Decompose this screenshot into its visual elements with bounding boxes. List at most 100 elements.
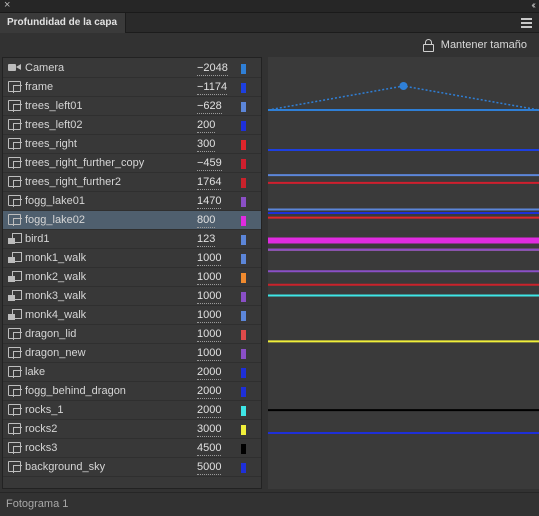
layer-depth-value[interactable]: 1000 xyxy=(197,347,222,361)
layer-depth-value[interactable]: −628 xyxy=(197,100,222,114)
layer-color-swatch[interactable] xyxy=(241,83,246,93)
layer-icon xyxy=(8,442,22,454)
layer-color-swatch[interactable] xyxy=(241,64,246,74)
layer-row[interactable]: background_sky 5000 xyxy=(3,458,261,477)
layer-row[interactable]: rocks_1 2000 xyxy=(3,401,261,420)
layer-depth-value[interactable]: 5000 xyxy=(197,461,222,475)
layer-row[interactable]: monk2_walk 1000 xyxy=(3,268,261,287)
layer-name: background_sky xyxy=(25,461,106,473)
layer-row[interactable]: monk1_walk 1000 xyxy=(3,249,261,268)
layer-depth-value[interactable]: 2000 xyxy=(197,366,222,380)
layer-depth-value[interactable]: 1000 xyxy=(197,290,222,304)
layer-icon xyxy=(8,423,22,435)
layer-depth-value[interactable]: −2048 xyxy=(197,62,228,76)
layer-color-swatch[interactable] xyxy=(241,254,246,264)
layer-depth-value[interactable]: 300 xyxy=(197,138,216,152)
camera-handle[interactable] xyxy=(399,82,408,90)
layer-row[interactable]: trees_right 300 xyxy=(3,135,261,154)
layer-row[interactable]: fogg_behind_dragon 2000 xyxy=(3,382,261,401)
guided-layer-icon xyxy=(8,233,22,244)
layer-name: trees_right_further2 xyxy=(25,176,121,188)
layer-depth-value[interactable]: 2000 xyxy=(197,404,222,418)
layer-color-swatch[interactable] xyxy=(241,387,246,397)
layer-depth-value[interactable]: 1000 xyxy=(197,328,222,342)
layer-depth-value[interactable]: 800 xyxy=(197,214,216,228)
layer-color-swatch[interactable] xyxy=(241,330,246,340)
layer-color-swatch[interactable] xyxy=(241,197,246,207)
layer-color-swatch[interactable] xyxy=(241,311,246,321)
layer-depth-value[interactable]: −1174 xyxy=(197,81,228,95)
depth-graph[interactable] xyxy=(268,57,539,489)
collapse-panel-icon[interactable]: ‹‹ xyxy=(531,0,535,11)
layer-color-swatch[interactable] xyxy=(241,349,246,359)
layer-depth-value[interactable]: 123 xyxy=(197,233,216,247)
layer-depth-value[interactable]: 2000 xyxy=(197,385,222,399)
layer-name: rocks3 xyxy=(25,442,58,454)
layer-row[interactable]: fogg_lake02 800 xyxy=(3,211,261,230)
guided-layer-icon xyxy=(8,252,22,263)
layer-row[interactable]: bird1 123 xyxy=(3,230,261,249)
layer-row[interactable]: fogg_lake01 1470 xyxy=(3,192,261,211)
layer-depth-value[interactable]: 200 xyxy=(197,119,216,133)
tab-layer-depth[interactable]: Profundidad de la capa xyxy=(0,13,126,33)
layer-row[interactable]: monk4_walk 1000 xyxy=(3,306,261,325)
layer-name: fogg_lake02 xyxy=(25,214,85,226)
layer-color-swatch[interactable] xyxy=(241,140,246,150)
layer-icon xyxy=(8,347,22,359)
layer-color-swatch[interactable] xyxy=(241,406,246,416)
layer-depth-value[interactable]: 1764 xyxy=(197,176,222,190)
layer-depth-value[interactable]: 1000 xyxy=(197,252,222,266)
layer-color-swatch[interactable] xyxy=(241,235,246,245)
layer-color-swatch[interactable] xyxy=(241,273,246,283)
layer-row[interactable]: monk3_walk 1000 xyxy=(3,287,261,306)
layer-color-swatch[interactable] xyxy=(241,444,246,454)
close-panel-icon[interactable]: × xyxy=(4,0,11,11)
layer-color-swatch[interactable] xyxy=(241,102,246,112)
layer-icon xyxy=(8,366,22,378)
layer-color-swatch[interactable] xyxy=(241,121,246,131)
layer-row[interactable]: dragon_lid 1000 xyxy=(3,325,261,344)
layer-row[interactable]: trees_right_further2 1764 xyxy=(3,173,261,192)
layer-icon xyxy=(8,138,22,150)
panel-menu-icon[interactable] xyxy=(521,18,532,28)
layer-row[interactable]: frame −1174 xyxy=(3,78,261,97)
layer-color-swatch[interactable] xyxy=(241,425,246,435)
layer-color-swatch[interactable] xyxy=(241,178,246,188)
layer-icon xyxy=(8,385,22,397)
layer-color-swatch[interactable] xyxy=(241,368,246,378)
layer-color-swatch[interactable] xyxy=(241,463,246,473)
layer-depth-value[interactable]: −459 xyxy=(197,157,222,171)
layer-row[interactable]: lake 2000 xyxy=(3,363,261,382)
guided-layer-icon xyxy=(8,271,22,282)
layer-icon xyxy=(8,328,22,340)
keep-size-toggle[interactable]: Mantener tamaño xyxy=(422,37,527,53)
status-bar: Fotograma 1 xyxy=(0,492,539,516)
lock-icon xyxy=(422,38,434,52)
layer-row[interactable]: rocks3 4500 xyxy=(3,439,261,458)
layer-icon xyxy=(8,100,22,112)
layer-depth-value[interactable]: 1000 xyxy=(197,309,222,323)
layer-icon xyxy=(8,176,22,188)
layer-depth-value[interactable]: 3000 xyxy=(197,423,222,437)
layer-icon xyxy=(8,119,22,131)
layer-row[interactable]: rocks2 3000 xyxy=(3,420,261,439)
layer-icon xyxy=(8,81,22,93)
layer-color-swatch[interactable] xyxy=(241,292,246,302)
layer-row[interactable]: trees_left02 200 xyxy=(3,116,261,135)
layer-row[interactable]: Camera −2048 xyxy=(3,59,261,78)
layer-name: monk1_walk xyxy=(25,252,87,264)
layer-name: dragon_new xyxy=(25,347,86,359)
depth-toolbar: Mantener tamaño xyxy=(0,34,539,56)
layer-color-swatch[interactable] xyxy=(241,216,246,226)
layer-icon xyxy=(8,461,22,473)
layer-row[interactable]: trees_right_further_copy −459 xyxy=(3,154,261,173)
layer-name: bird1 xyxy=(25,233,50,245)
layer-row[interactable]: trees_left01 −628 xyxy=(3,97,261,116)
layer-depth-value[interactable]: 4500 xyxy=(197,442,222,456)
layer-depth-value[interactable]: 1000 xyxy=(197,271,222,285)
layer-name: monk2_walk xyxy=(25,271,87,283)
layer-color-swatch[interactable] xyxy=(241,159,246,169)
layer-row[interactable]: dragon_new 1000 xyxy=(3,344,261,363)
layer-depth-value[interactable]: 1470 xyxy=(197,195,222,209)
tab-bar: Profundidad de la capa xyxy=(0,13,539,33)
